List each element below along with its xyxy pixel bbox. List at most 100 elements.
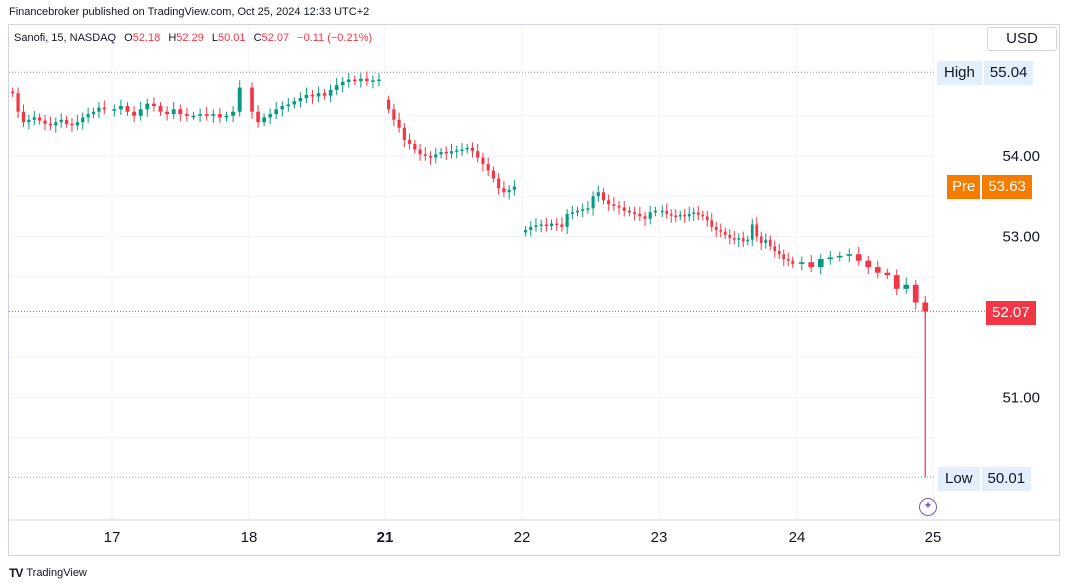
candle-body (418, 149, 422, 155)
low-value: 50.01 (981, 467, 1032, 491)
candle-body (719, 230, 723, 232)
candle-body (292, 101, 297, 105)
candle-body (434, 154, 438, 158)
candle-body (38, 117, 42, 121)
candle-body (48, 123, 53, 126)
candle-body (322, 93, 327, 96)
y-tick-label: 54.00 (1002, 148, 1040, 165)
publisher-credit: Financebroker published on TradingView.c… (9, 6, 370, 18)
high-price-tag: High 55.04 (937, 61, 1034, 85)
candle-body (497, 178, 501, 189)
candle-body (893, 275, 900, 289)
candle-body (638, 213, 642, 217)
candle-body (596, 192, 600, 197)
candle-body (54, 122, 58, 126)
candle-body (550, 223, 554, 227)
candlestick-chart[interactable]: 51.00 53.00 54.00 17 18 21 22 23 24 25 (0, 0, 1068, 560)
candle-body (211, 114, 216, 116)
candle-body (817, 259, 824, 268)
candle-body (81, 117, 85, 123)
candle-body (132, 111, 137, 116)
candle-body (165, 111, 170, 115)
legend-symbol: Sanofi, 15, NASDAQ (14, 32, 117, 44)
candle-body (643, 216, 647, 219)
legend-low-label: L (211, 32, 218, 44)
candle-body (304, 94, 309, 99)
candle-body (352, 79, 357, 82)
candle-body (491, 170, 495, 179)
candle-body (125, 106, 130, 112)
candle-body (328, 89, 333, 96)
candle-body (529, 226, 533, 231)
candle-body (622, 207, 626, 211)
candle-body (340, 81, 345, 86)
candle-body (316, 93, 321, 97)
x-tick-label: 25 (925, 529, 942, 546)
candle-body (601, 192, 606, 201)
candle-body (145, 103, 150, 110)
candle-body (32, 117, 36, 120)
candle-body (534, 225, 538, 227)
candle-body (782, 254, 786, 260)
candle-body (444, 151, 448, 154)
candle-body (112, 109, 117, 111)
candle-body (544, 224, 548, 227)
candle-body (653, 210, 657, 213)
candle-body (455, 150, 459, 152)
candle-body (16, 93, 20, 112)
candle-body (171, 109, 176, 115)
y-tick-label: 51.00 (1002, 390, 1040, 407)
currency-button[interactable]: USD (987, 27, 1057, 51)
candle-body (178, 109, 183, 115)
candle-body (377, 79, 381, 82)
candle-body (759, 236, 763, 243)
candle-body (413, 143, 417, 150)
candle-body (423, 154, 427, 156)
candle-body (262, 117, 266, 123)
pre-value: 53.63 (982, 175, 1032, 199)
candle-body (346, 79, 351, 82)
x-tick-label: 17 (104, 529, 121, 546)
x-tick-label: 22 (514, 529, 531, 546)
candle-body (365, 78, 369, 82)
candle-body (678, 214, 682, 217)
candle-body (874, 267, 881, 273)
candle-body (392, 109, 396, 120)
x-tick-label: 24 (789, 529, 806, 546)
candle-body (827, 257, 834, 260)
candle-body (75, 122, 79, 126)
candle-body (648, 212, 652, 219)
candle-body (507, 189, 511, 193)
candle-body (64, 119, 69, 124)
candle-body (397, 119, 401, 128)
chart-frame[interactable] (8, 24, 1060, 556)
candle-body (191, 115, 196, 118)
candle-body (256, 111, 260, 123)
candle-body (884, 272, 891, 276)
candle-body (627, 210, 631, 213)
candle-body (231, 111, 236, 116)
candle-body (102, 107, 106, 110)
candle-body (97, 107, 101, 112)
candle-body (612, 204, 616, 206)
candle-body (184, 114, 189, 116)
candle-body (737, 238, 741, 240)
candle-body (70, 123, 74, 126)
candle-body (539, 224, 543, 226)
candle-body (250, 87, 254, 112)
candle-body (710, 220, 714, 227)
candle-body (633, 212, 637, 214)
candle-body (705, 216, 709, 221)
candle-body (198, 114, 203, 116)
candle-body (750, 224, 754, 240)
candle-body (91, 111, 96, 115)
candle-body (728, 234, 732, 239)
candle-body (746, 239, 750, 242)
candle-body (151, 103, 156, 107)
candle-body (11, 91, 15, 94)
high-value: 55.04 (983, 61, 1034, 85)
candle-body (570, 212, 574, 214)
sparkle-event-icon[interactable]: ✦ (919, 498, 937, 516)
candle-body (741, 238, 745, 242)
candle-body (387, 99, 391, 110)
